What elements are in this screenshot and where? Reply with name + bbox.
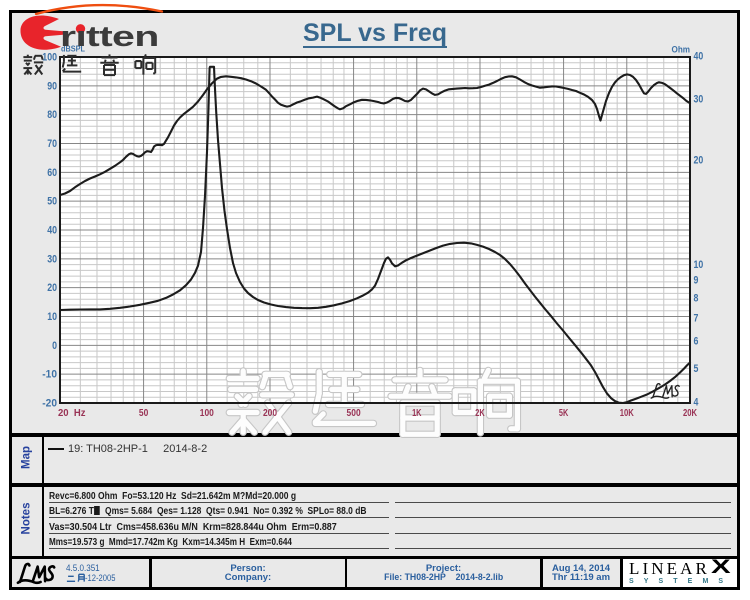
svg-text:100: 100 <box>200 407 214 419</box>
svg-text:5K: 5K <box>559 407 569 419</box>
svg-text:10: 10 <box>694 259 704 271</box>
svg-text:70: 70 <box>47 138 57 150</box>
svg-text:200: 200 <box>263 407 277 419</box>
svg-text:10K: 10K <box>620 407 634 419</box>
svg-text:50: 50 <box>139 407 149 419</box>
svg-text:7: 7 <box>694 312 699 324</box>
svg-text:500: 500 <box>347 407 361 419</box>
svg-text:10: 10 <box>47 311 57 323</box>
svg-text:20: 20 <box>47 282 57 294</box>
svg-text:80: 80 <box>47 109 57 121</box>
svg-text:60: 60 <box>47 167 57 179</box>
svg-text:90: 90 <box>47 80 57 92</box>
svg-text:0: 0 <box>52 340 57 352</box>
svg-text:Map: Map <box>21 446 33 469</box>
svg-text:30: 30 <box>47 253 57 265</box>
svg-text:40: 40 <box>694 51 704 63</box>
svg-text:8: 8 <box>694 292 699 304</box>
svg-text:100: 100 <box>42 52 57 64</box>
svg-text:-20: -20 <box>42 398 57 410</box>
svg-text:20 Hz: 20 Hz <box>58 407 86 419</box>
svg-text:-10: -10 <box>42 369 57 381</box>
svg-text:Notes: Notes <box>21 503 33 535</box>
svg-text:1K: 1K <box>412 407 422 419</box>
svg-text:Ohm: Ohm <box>672 45 691 56</box>
svg-text:20: 20 <box>694 155 704 167</box>
svg-text:30: 30 <box>694 94 704 106</box>
svg-text:6: 6 <box>694 336 699 348</box>
svg-text:50: 50 <box>47 196 57 208</box>
svg-text:5: 5 <box>694 363 699 375</box>
svg-text:20K: 20K <box>683 407 697 419</box>
svg-text:dBSPL: dBSPL <box>61 44 85 54</box>
svg-text:9: 9 <box>694 275 699 287</box>
svg-text:4: 4 <box>694 397 700 409</box>
svg-text:40: 40 <box>47 225 57 237</box>
svg-text:2K: 2K <box>475 407 485 419</box>
